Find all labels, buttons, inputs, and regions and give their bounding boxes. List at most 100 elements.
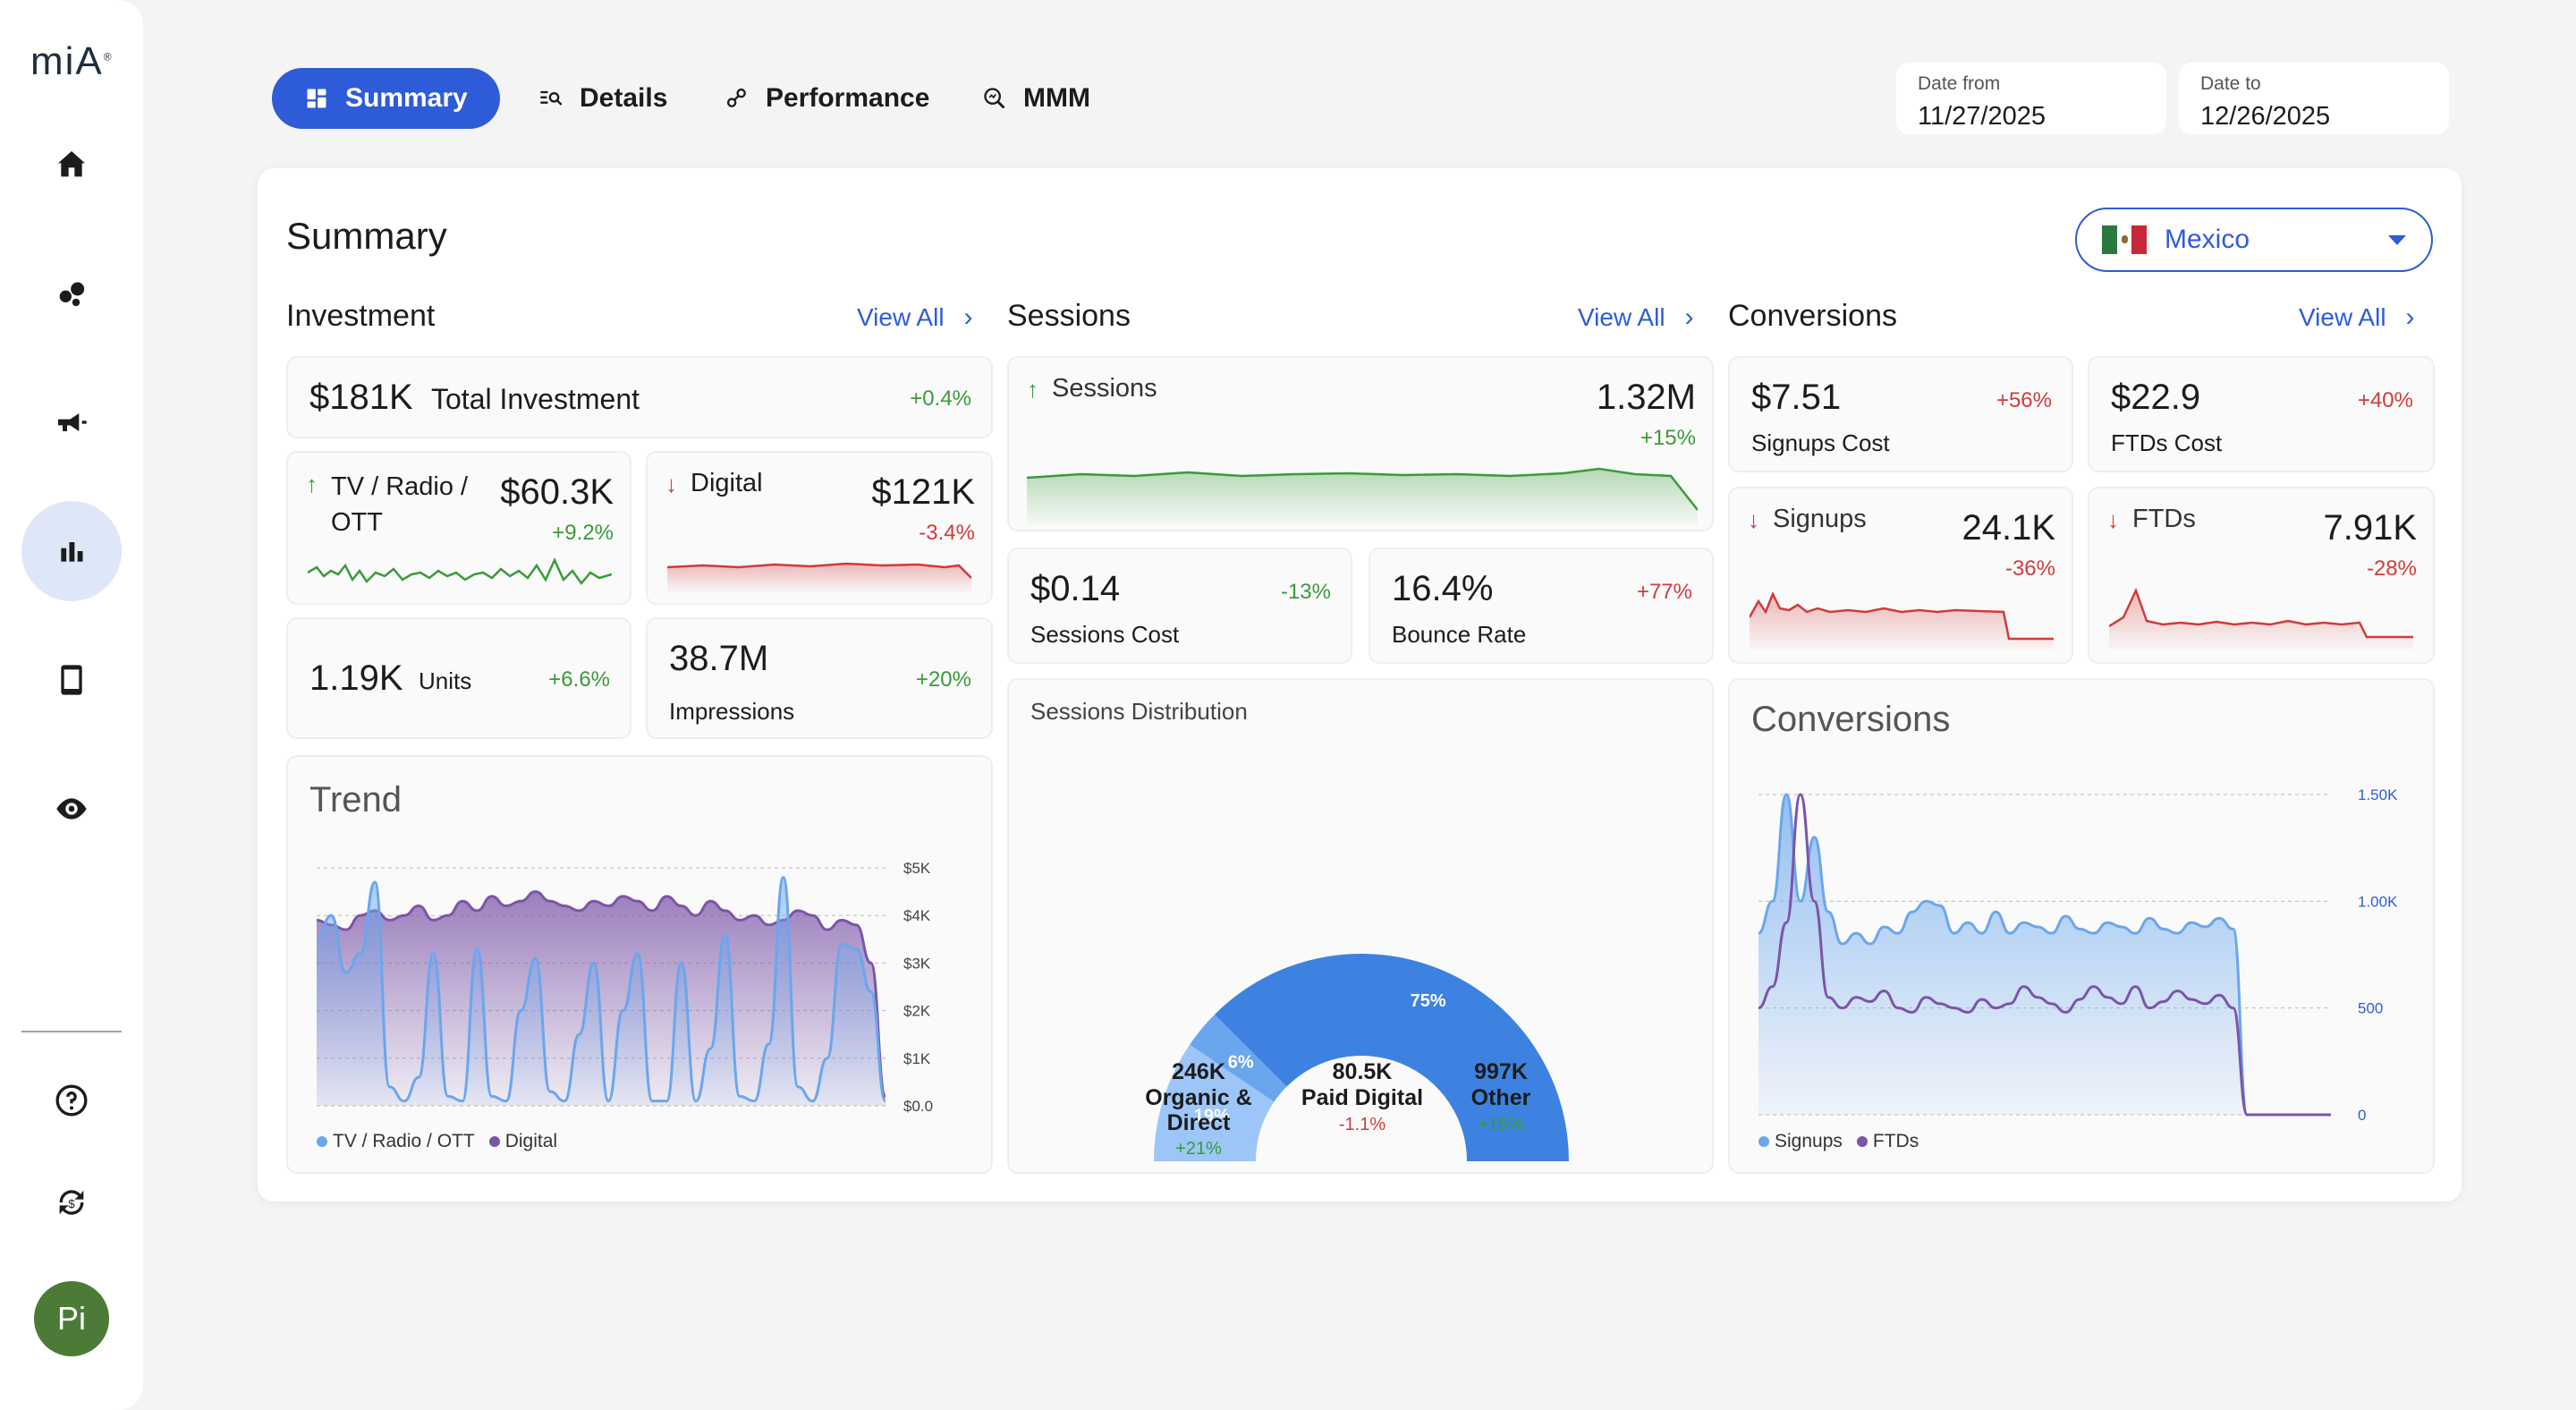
y-tick-label: $4K — [903, 907, 931, 924]
legend-item-signups: Signups — [1758, 1131, 1843, 1152]
investment-title: Investment — [286, 299, 436, 333]
digital-value: $121K — [871, 472, 975, 512]
tv-sparkline — [308, 556, 612, 586]
ftds-card[interactable]: ↓ FTDs 7.91K -28% — [2088, 487, 2435, 664]
sessions-distribution-card: Sessions Distribution 19% 6% 75% 246K Orga… — [1007, 678, 1714, 1174]
ftds-sparkline — [2109, 587, 2413, 650]
signups-cost-card[interactable]: $7.51 Signups Cost +56% — [1728, 356, 2073, 472]
signups-value: 24.1K — [1962, 508, 2055, 548]
trend-chart-title: Trend — [309, 780, 402, 820]
donut-pct-label: 6% — [1228, 1052, 1254, 1072]
y-tick-label: $3K — [903, 955, 931, 972]
sessions-cost-value: $0.14 — [1030, 569, 1121, 608]
y-tick-label: 0 — [2358, 1107, 2366, 1124]
total-investment-change: +0.4% — [910, 386, 971, 411]
ftds-change: -28% — [2366, 556, 2417, 581]
sync-icon[interactable]: $ — [21, 1152, 122, 1253]
digital-sparkline — [667, 562, 971, 592]
series-line-1 — [316, 876, 887, 1103]
sessions-value: 1.32M — [1596, 378, 1696, 417]
tab-mmm[interactable]: MMM — [950, 68, 1123, 129]
chevron-right-icon: › — [2405, 302, 2415, 332]
tab-details[interactable]: Details — [506, 68, 699, 129]
series-line-0 — [316, 890, 887, 1098]
digital-change: -3.4% — [919, 521, 975, 545]
y-tick-label: 1.00K — [2358, 893, 2398, 910]
date-to-value: 12/26/2025 — [2200, 102, 2331, 131]
investment-view-all[interactable]: View All › — [857, 302, 973, 332]
sessions-cost-label: Sessions Cost — [1030, 621, 1180, 648]
country-value: Mexico — [2165, 225, 2250, 254]
arrow-up-icon: ↑ — [306, 471, 318, 497]
phone-icon[interactable] — [21, 630, 122, 730]
trend-chart-card: Trend $5K $4K $3K $2K $1K $0.0 TV / Radio / O… — [286, 755, 993, 1174]
trend-legend: TV / Radio / OTT Digital — [317, 1131, 557, 1152]
y-tick-label: 500 — [2358, 1000, 2383, 1017]
sessions-distribution-title: Sessions Distribution — [1030, 698, 1248, 725]
tab-summary[interactable]: Summary — [272, 68, 500, 129]
conversions-chart-card: Conversions 1.50K 1.00K 500 0 Signups FTDs — [1728, 678, 2435, 1174]
chevron-right-icon: › — [1684, 302, 1694, 332]
total-investment-value: $181K — [309, 378, 413, 417]
bounce-rate-change: +77% — [1636, 580, 1692, 604]
sessions-sparkline — [1027, 467, 1698, 524]
sessions-distribution-chart: 19% 6% 75% — [1154, 954, 1569, 1161]
eye-icon[interactable] — [21, 759, 122, 859]
tab-performance-label: Performance — [766, 83, 930, 113]
nodes-icon — [726, 88, 746, 107]
tab-performance[interactable]: Performance — [692, 68, 962, 129]
country-select[interactable]: Mexico — [2075, 208, 2433, 272]
tv-change: +9.2% — [552, 521, 614, 545]
date-to-field[interactable]: Date to 12/26/2025 — [2179, 63, 2449, 134]
trend-chart: $5K $4K $3K $2K $1K $0.0 — [316, 860, 933, 1115]
sessions-card[interactable]: ↑ Sessions 1.32M +15% — [1007, 356, 1714, 531]
y-tick-label: $2K — [903, 1003, 931, 1020]
conversions-view-all[interactable]: View All › — [2299, 302, 2415, 332]
bar-chart-icon[interactable] — [21, 501, 122, 601]
impressions-card[interactable]: 38.7M Impressions +20% — [646, 617, 993, 739]
sessions-cost-card[interactable]: $0.14 Sessions Cost -13% — [1007, 548, 1352, 664]
tv-card[interactable]: ↑ TV / Radio / OTT $60.3K +9.2% — [286, 451, 631, 605]
ftds-value: 7.91K — [2323, 508, 2417, 548]
donut-slice-2 — [1214, 954, 1569, 1161]
mexico-flag-icon — [2102, 225, 2148, 254]
digital-label: Digital — [691, 469, 763, 497]
tab-mmm-label: MMM — [1023, 83, 1090, 113]
impressions-label: Impressions — [669, 698, 795, 725]
chevron-down-icon — [2388, 234, 2406, 245]
megaphone-icon[interactable] — [21, 372, 122, 472]
sidebar-divider — [21, 1031, 122, 1032]
total-investment-card[interactable]: $181K Total Investment +0.4% — [286, 356, 993, 438]
units-card[interactable]: 1.19K Units +6.6% — [286, 617, 631, 739]
y-tick-label: $1K — [903, 1050, 931, 1067]
total-investment-label: Total Investment — [431, 383, 640, 415]
impressions-change: +20% — [915, 667, 971, 692]
bubbles-icon[interactable] — [21, 243, 122, 344]
avatar[interactable]: Pi — [34, 1281, 109, 1356]
sidebar: miA® $ Pi — [0, 0, 143, 1410]
y-tick-label: $5K — [903, 860, 931, 877]
ftds-cost-change: +40% — [2357, 388, 2413, 412]
units-label: Units — [419, 667, 472, 694]
donut-pct-label: 19% — [1194, 1107, 1230, 1126]
sessions-view-all[interactable]: View All › — [1578, 302, 1694, 332]
summary-panel: Summary Mexico Investment View All › Sess… — [258, 168, 2462, 1202]
signups-change: -36% — [2004, 556, 2055, 581]
help-icon[interactable] — [21, 1050, 122, 1151]
tv-value: $60.3K — [500, 472, 614, 512]
signups-cost-value: $7.51 — [1751, 378, 1842, 417]
date-from-field[interactable]: Date from 11/27/2025 — [1896, 63, 2166, 134]
bounce-rate-card[interactable]: 16.4% Bounce Rate +77% — [1368, 548, 1714, 664]
sessions-title: Sessions — [1007, 299, 1131, 333]
sessions-label: Sessions — [1052, 374, 1157, 403]
organic-stat: 246K Organic & Direct +21% — [1145, 1059, 1252, 1159]
digital-card[interactable]: ↓ Digital $121K -3.4% — [646, 451, 993, 605]
donut-slice-0 — [1154, 1044, 1275, 1161]
series-area-0 — [317, 891, 886, 1106]
signups-sparkline — [1750, 590, 2054, 650]
signups-card[interactable]: ↓ Signups 24.1K -36% — [1728, 487, 2073, 664]
legend-item-digital: Digital — [488, 1131, 557, 1152]
home-icon[interactable] — [21, 115, 122, 215]
app-logo: miA® — [30, 39, 114, 83]
ftds-cost-card[interactable]: $22.9 FTDs Cost +40% — [2088, 356, 2435, 472]
